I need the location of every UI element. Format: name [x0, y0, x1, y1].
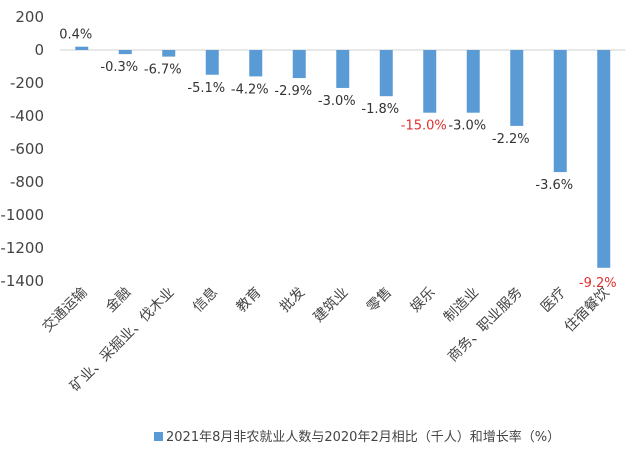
data-label: -5.1% — [187, 81, 225, 96]
bar — [249, 50, 263, 77]
category-label: 金融 — [103, 285, 134, 316]
data-label: -3.0% — [318, 94, 356, 109]
bar — [118, 50, 132, 55]
data-label: -6.7% — [144, 63, 182, 78]
y-tick-label: -400 — [10, 107, 44, 125]
data-label: -9.2% — [579, 276, 617, 291]
bar — [292, 50, 306, 79]
y-tick-label: 200 — [15, 8, 44, 26]
category-label: 商务、职业服务 — [445, 285, 526, 366]
data-label: -15.0% — [401, 119, 447, 134]
data-labels: 0.4%-0.3% -6.7%-5.1% -4.2% -2.9%-3.0%-1.8%-… — [59, 28, 616, 291]
category-label: 批发 — [277, 285, 308, 316]
bar — [379, 50, 393, 97]
data-label: -3.0% — [448, 119, 486, 134]
category-label: 零售 — [364, 285, 395, 316]
legend-swatch — [154, 432, 163, 441]
y-tick-label: -600 — [10, 140, 44, 158]
y-tick-label: -1200 — [0, 239, 44, 257]
bar — [553, 50, 567, 173]
legend: 2021年8月非农就业人数与2020年2月相比（千人）和增长率（%） — [154, 429, 560, 445]
y-tick-label: -800 — [10, 173, 44, 191]
y-tick-label: 0 — [34, 41, 44, 59]
bar — [466, 50, 480, 113]
bars — [75, 46, 611, 268]
data-label: -1.8% — [361, 102, 399, 117]
bar — [510, 50, 524, 126]
bar — [75, 46, 89, 50]
category-label: 住宿餐饮 — [561, 284, 613, 336]
category-label: 教育 — [233, 285, 264, 316]
data-label: -4.2% — [231, 82, 269, 97]
category-label: 制造业 — [441, 285, 482, 326]
category-label: 交通运输 — [39, 284, 91, 336]
data-label: -2.9% — [274, 84, 312, 99]
y-tick-label: -1400 — [0, 272, 44, 290]
category-label: 信息 — [189, 284, 221, 316]
data-label: -3.6% — [535, 178, 573, 193]
bar — [162, 50, 176, 57]
category-label: 建筑业 — [311, 285, 352, 326]
bar — [336, 50, 350, 88]
bar — [597, 50, 611, 268]
y-tick-label: -1000 — [0, 206, 44, 224]
category-labels: 交通运输 金融矿业、采掘业、伐木业 信息 教育 批发 建筑业 零售 娱乐 制造业商务、职业服务医… — [39, 284, 613, 395]
data-label: -0.3% — [100, 60, 138, 75]
y-tick-label: -200 — [10, 74, 44, 92]
legend-label: 2021年8月非农就业人数与2020年2月相比（千人）和增长率（%） — [166, 429, 560, 445]
category-label: 医疗 — [538, 285, 569, 316]
bar — [205, 50, 219, 75]
data-label: 0.4% — [59, 28, 92, 43]
data-label: -2.2% — [492, 132, 530, 147]
bar — [423, 50, 437, 113]
category-label: 娱乐 — [407, 285, 438, 316]
y-axis: 200 0 -200 -400 -600 -800 -1000 -1200 -1400 — [0, 8, 44, 290]
